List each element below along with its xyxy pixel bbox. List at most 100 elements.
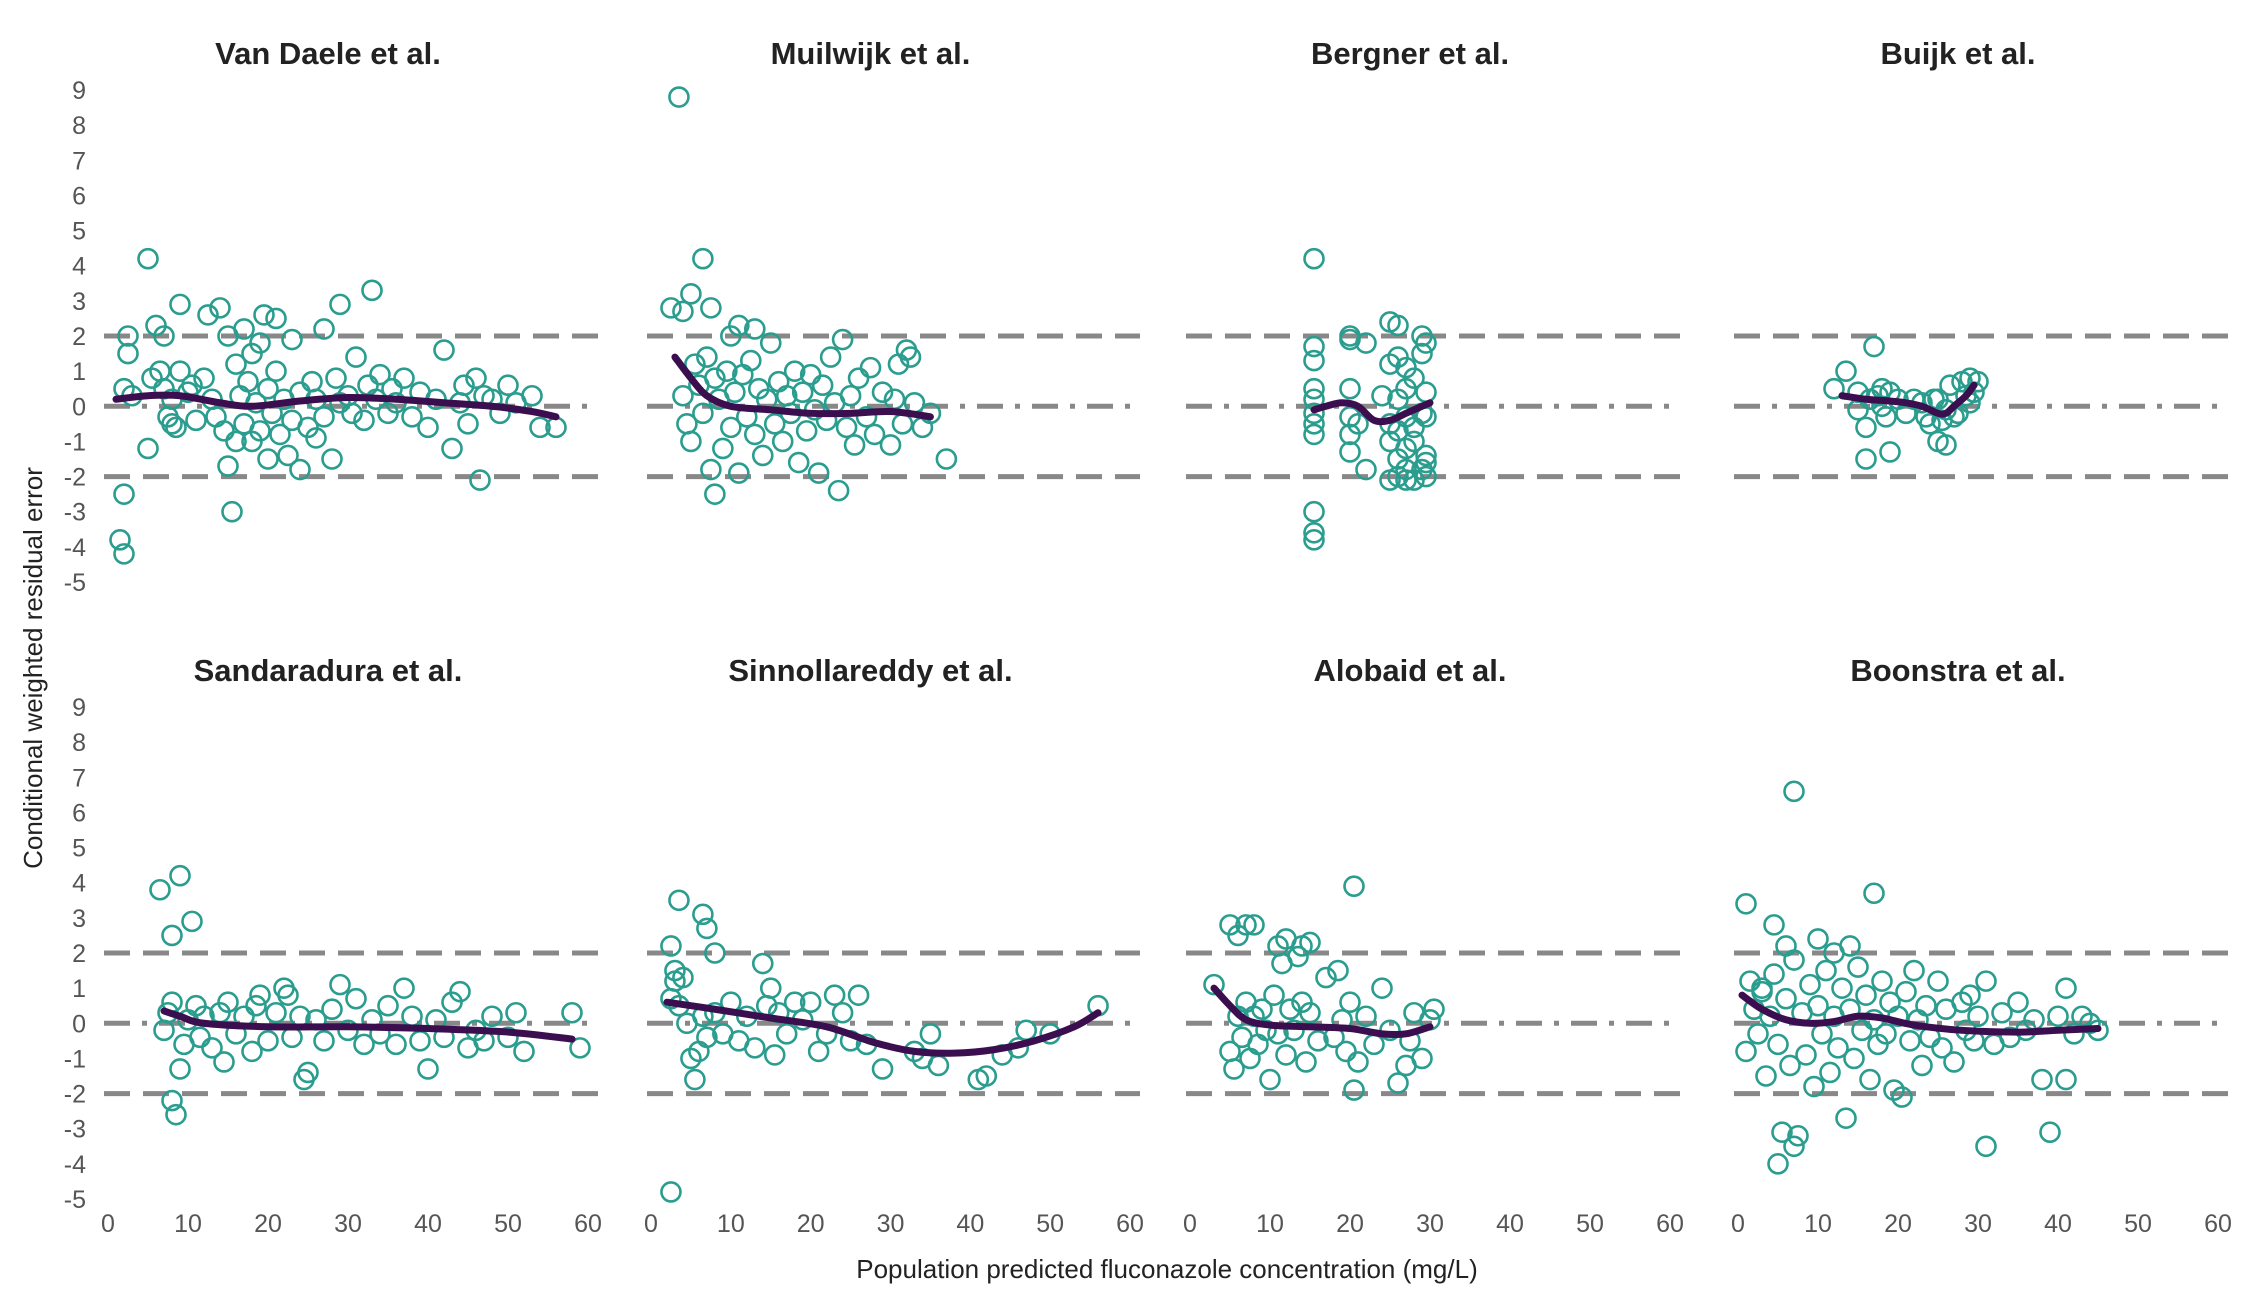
data-point: [1395, 469, 1417, 491]
data-point: [257, 448, 279, 470]
panel: Boonstra et al. 0 10 20 30 40 50 60: [1731, 653, 2232, 1238]
data-point: [1943, 1051, 1965, 1073]
panel-title: Van Daele et al.: [215, 36, 441, 71]
data-point: [1835, 1107, 1857, 1129]
x-tick-label: 50: [494, 1210, 522, 1238]
data-point: [692, 903, 714, 926]
data-point: [1255, 1019, 1277, 1042]
data-point: [393, 367, 415, 389]
data-point: [1339, 441, 1361, 463]
data-point: [843, 434, 866, 456]
data-point: [1387, 314, 1409, 337]
data-point: [783, 360, 806, 382]
data-point: [696, 1026, 718, 1049]
data-point: [819, 346, 842, 368]
panel-title: Sinnollareddy et al.: [728, 653, 1012, 688]
data-point: [1303, 377, 1325, 400]
data-point: [672, 384, 694, 407]
x-tick-label: 40: [956, 1210, 984, 1238]
x-tick-label: 0: [1731, 1210, 1745, 1238]
data-point: [692, 402, 714, 425]
data-point: [1403, 430, 1425, 453]
data-point: [257, 377, 279, 400]
data-point: [1927, 970, 1949, 992]
smooth-line: [1210, 984, 1434, 1039]
data-point: [457, 413, 479, 435]
data-point: [859, 356, 882, 379]
data-point: [1991, 1001, 2013, 1024]
data-point: [341, 402, 363, 425]
x-tick-label: 40: [414, 1210, 442, 1238]
data-point: [1855, 984, 1877, 1006]
data-point: [799, 363, 822, 386]
data-point: [205, 406, 227, 428]
data-point: [692, 247, 714, 270]
y-tick-label: -5: [64, 569, 86, 597]
data-point: [161, 924, 183, 947]
data-point: [1975, 970, 1997, 992]
x-tick-label: 10: [717, 1210, 745, 1238]
x-tick-label: 20: [1336, 1210, 1364, 1238]
data-point: [313, 406, 335, 428]
data-point: [871, 381, 894, 404]
data-point: [1751, 977, 1773, 999]
x-tick-label: 40: [2044, 1210, 2072, 1238]
data-point: [329, 293, 351, 316]
data-point: [453, 374, 475, 397]
data-point: [1819, 1061, 1841, 1084]
data-point: [759, 332, 782, 354]
data-point: [1411, 1047, 1433, 1070]
data-point: [899, 346, 922, 368]
data-point: [799, 991, 822, 1014]
data-point: [807, 1040, 830, 1063]
data-point: [704, 483, 726, 505]
data-point: [117, 325, 139, 347]
data-point: [1863, 335, 1885, 358]
data-point: [1291, 935, 1313, 957]
data-point: [409, 1030, 431, 1052]
smooth-line: [112, 391, 560, 421]
panel: Muilwijk et al.: [647, 36, 1140, 505]
data-point: [345, 346, 367, 368]
data-point: [743, 318, 766, 340]
data-point: [345, 987, 367, 1010]
data-point: [2007, 991, 2029, 1014]
data-point: [855, 406, 878, 428]
data-point: [811, 374, 834, 397]
data-point: [668, 889, 690, 912]
data-point: [1247, 1033, 1269, 1056]
data-point: [1415, 332, 1437, 354]
data-point: [137, 437, 159, 460]
panel-title: Sandaradura et al.: [194, 653, 463, 688]
data-point: [847, 984, 870, 1006]
data-point: [417, 1058, 439, 1080]
data-point: [217, 455, 239, 477]
data-point: [1347, 1051, 1369, 1073]
x-tick-label: 60: [1656, 1210, 1684, 1238]
data-point: [281, 1026, 303, 1049]
data-point: [1347, 413, 1369, 435]
data-point: [225, 430, 247, 453]
data-point: [751, 444, 774, 467]
x-tick-label: 60: [1116, 1210, 1144, 1238]
data-point: [1415, 465, 1437, 488]
data-point: [233, 318, 255, 340]
x-tick-label: 60: [2204, 1210, 2232, 1238]
data-point: [759, 977, 782, 999]
data-point: [927, 1054, 950, 1077]
data-point: [2055, 977, 2077, 999]
data-point: [1411, 342, 1433, 365]
data-point: [835, 416, 858, 439]
data-point: [401, 1005, 423, 1028]
data-point: [704, 367, 726, 389]
data-point: [253, 304, 275, 326]
data-point: [281, 328, 303, 351]
data-point: [660, 297, 682, 319]
data-point: [213, 420, 235, 442]
y-tick-label: 0: [72, 393, 86, 421]
data-point: [1355, 458, 1377, 481]
y-tick-label: -2: [64, 1081, 86, 1109]
data-point: [1783, 1135, 1805, 1158]
data-point: [393, 977, 415, 999]
data-point: [684, 353, 706, 375]
